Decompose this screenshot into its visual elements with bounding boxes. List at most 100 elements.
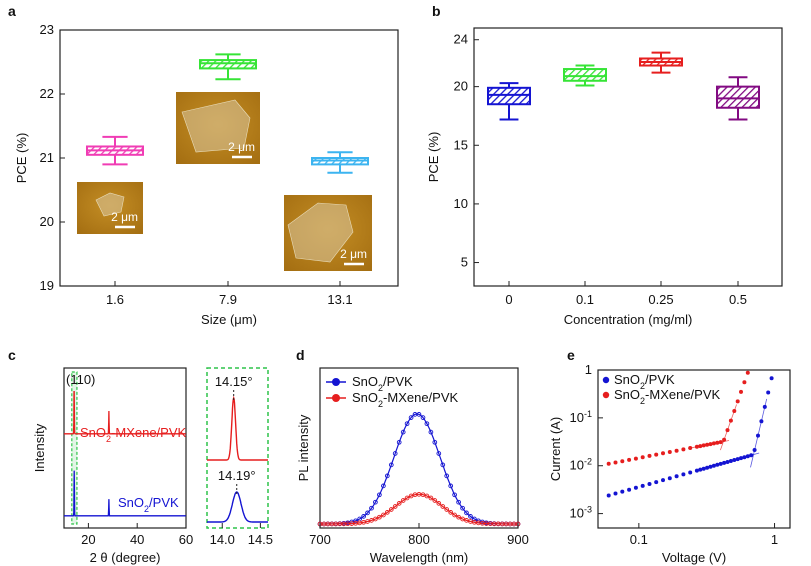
legend-marker [332, 378, 340, 386]
label-part: SnO [118, 495, 144, 510]
pl-marker [369, 518, 374, 523]
pl-marker [460, 516, 465, 522]
x-tick-label: 1.6 [106, 292, 124, 307]
pl-marker [440, 504, 446, 509]
y-tick-label: 10-3 [570, 505, 592, 521]
pl-marker [468, 514, 473, 519]
x-tick-label: 60 [179, 532, 193, 547]
iv-marker [701, 466, 706, 471]
pl-marker [396, 501, 402, 506]
panel-b: 5 10 15 20 24 0 0.1 0.25 0.5 Concentration (mg/ml… [426, 27, 783, 327]
iv-marker [627, 487, 632, 492]
pl-marker [460, 505, 465, 511]
x-tick-label: 0.1 [630, 532, 648, 547]
pl-marker [408, 415, 414, 420]
x-tick-label: 20 [81, 532, 95, 547]
fit-line [750, 398, 768, 468]
pl-marker [416, 412, 422, 417]
fit-line [718, 452, 760, 465]
afm-inset-small: 2 μm [77, 182, 143, 234]
y-tick-label: 1 [585, 362, 592, 377]
pl-marker [388, 507, 394, 512]
iv-marker [694, 468, 699, 473]
y-axis-label: Intensity [32, 423, 47, 472]
x-tick-label: 700 [309, 532, 331, 547]
pl-marker [448, 483, 454, 489]
iv-marker [640, 455, 645, 460]
panel-label: e [567, 347, 575, 363]
pl-marker [420, 492, 426, 498]
iv-marker [633, 485, 638, 490]
zoom-frame [206, 367, 269, 529]
pl-marker [428, 429, 434, 435]
iv-marker [674, 474, 679, 479]
zoom-line [207, 395, 268, 461]
iv-marker [654, 452, 659, 457]
x-tick-label: 0.25 [648, 292, 673, 307]
pl-marker [448, 510, 454, 515]
tick-base: 1 [585, 362, 592, 377]
iv-marker [674, 448, 679, 453]
label-subscript: 2 [640, 396, 645, 406]
y-tick-label: 5 [461, 255, 468, 270]
iv-marker [647, 453, 652, 458]
box-body [487, 86, 531, 106]
pl-marker [404, 495, 410, 501]
tick-base: 10 [570, 458, 584, 473]
y-tick-label: 22 [40, 86, 54, 101]
xrd-line [64, 470, 186, 517]
label-part: -MXene/PVK [111, 425, 186, 440]
box-body [716, 85, 760, 109]
peak-position-label: 14.15° [215, 374, 253, 389]
y-axis-label: Current (A) [548, 417, 563, 481]
tick-base: 10 [570, 506, 584, 521]
iv-marker [647, 482, 652, 486]
x-tick-label: 0.1 [576, 292, 594, 307]
y-axis-label: PCE (%) [14, 133, 29, 184]
nanosheet-flake [287, 202, 354, 263]
scale-bar-label: 2 μm [228, 140, 255, 154]
x-tick-label: 13.1 [327, 292, 352, 307]
x-axis-label: Wavelength (nm) [370, 550, 469, 565]
iv-marker [715, 462, 720, 467]
iv-marker [606, 493, 611, 498]
peak-position-label: 14.19° [218, 468, 256, 483]
zoom-line [207, 491, 268, 523]
y-axis-label: PCE (%) [426, 132, 441, 183]
pl-marker [420, 415, 426, 420]
x-tick-label: 40 [130, 532, 144, 547]
iv-marker [705, 465, 710, 470]
pl-marker [373, 499, 378, 505]
x-axis-label: Voltage (V) [662, 550, 726, 565]
pl-marker [436, 451, 442, 456]
label-part: -MXene/PVK [645, 387, 720, 402]
y-tick-label: 20 [40, 214, 54, 229]
pl-marker [444, 507, 450, 512]
pl-marker [404, 421, 410, 427]
scale-bar-label: 2 μm [340, 247, 367, 261]
y-tick-label: 10-2 [570, 457, 592, 473]
xrd-line [64, 390, 186, 435]
pl-marker [388, 462, 394, 468]
scale-bar-label: 2 μm [111, 210, 138, 224]
label-part: SnO [614, 387, 640, 402]
panel-a: 19 20 21 22 23 1.6 7.9 13.1 Size (μm) PCE (%) 2 μm… [14, 22, 399, 327]
iv-marker [688, 470, 693, 475]
iv-marker [681, 472, 686, 477]
label-part: SnO [352, 390, 378, 405]
afm-inset-medium: 2 μm [176, 92, 260, 164]
panel-label: c [8, 347, 16, 363]
iv-marker [739, 389, 743, 394]
iv-marker [742, 380, 747, 385]
pl-marker [464, 518, 469, 523]
label-subscript: 2 [378, 383, 383, 393]
pl-marker [408, 493, 414, 499]
iv-marker [681, 447, 686, 452]
pl-marker [472, 516, 477, 522]
pl-marker [424, 493, 430, 499]
tick-exponent: -1 [584, 409, 592, 419]
x-axis-label: 2 θ (degree) [90, 550, 161, 565]
legend-label: SnO2-MXene/PVK [352, 390, 459, 409]
y-tick-label: 10-1 [570, 409, 592, 425]
